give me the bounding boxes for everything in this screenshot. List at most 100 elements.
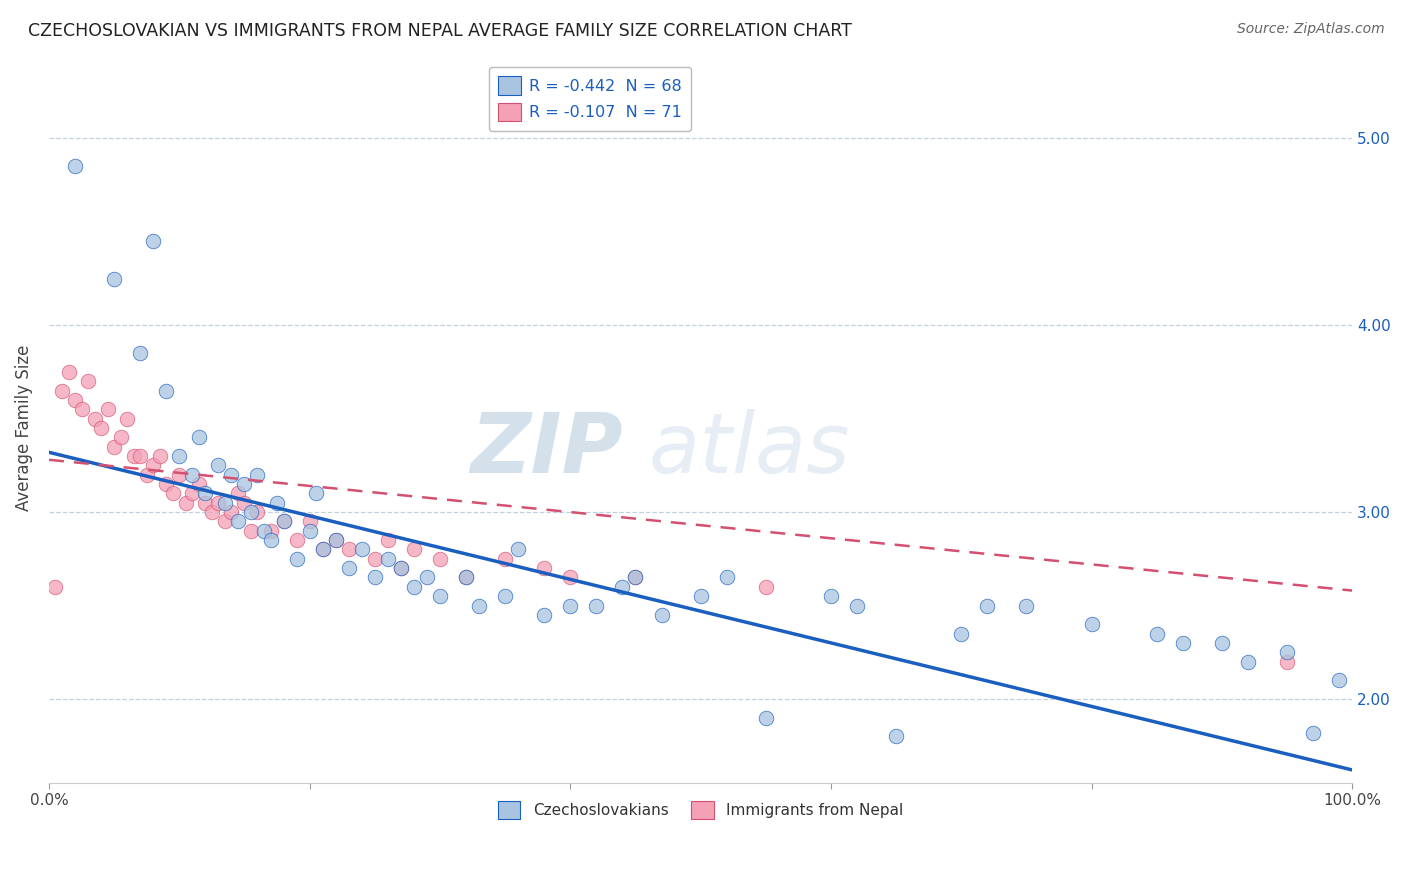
- Point: [364, 551, 387, 566]
- Point: [83, 411, 105, 425]
- Point: [1302, 725, 1324, 739]
- Point: [416, 570, 439, 584]
- Point: [194, 486, 217, 500]
- Point: [169, 449, 191, 463]
- Point: [454, 570, 477, 584]
- Point: [337, 561, 360, 575]
- Point: [533, 561, 555, 575]
- Point: [187, 430, 209, 444]
- Point: [135, 467, 157, 482]
- Point: [325, 533, 347, 548]
- Point: [1275, 645, 1298, 659]
- Point: [70, 402, 93, 417]
- Point: [51, 384, 73, 398]
- Point: [1171, 636, 1194, 650]
- Point: [169, 467, 191, 482]
- Point: [110, 430, 132, 444]
- Point: [122, 449, 145, 463]
- Point: [1237, 655, 1260, 669]
- Point: [233, 477, 256, 491]
- Point: [63, 392, 86, 407]
- Text: CZECHOSLOVAKIAN VS IMMIGRANTS FROM NEPAL AVERAGE FAMILY SIZE CORRELATION CHART: CZECHOSLOVAKIAN VS IMMIGRANTS FROM NEPAL…: [28, 22, 852, 40]
- Point: [377, 533, 399, 548]
- Point: [820, 589, 842, 603]
- Point: [226, 486, 249, 500]
- Point: [429, 551, 451, 566]
- Point: [240, 524, 263, 538]
- Point: [612, 580, 634, 594]
- Point: [246, 505, 269, 519]
- Point: [311, 542, 333, 557]
- Point: [259, 533, 281, 548]
- Point: [716, 570, 738, 584]
- Point: [1080, 617, 1102, 632]
- Point: [350, 542, 373, 557]
- Point: [266, 496, 288, 510]
- Point: [142, 234, 165, 248]
- Text: Source: ZipAtlas.com: Source: ZipAtlas.com: [1237, 22, 1385, 37]
- Point: [494, 589, 516, 603]
- Point: [624, 570, 647, 584]
- Point: [508, 542, 530, 557]
- Point: [305, 486, 328, 500]
- Text: atlas: atlas: [648, 409, 851, 490]
- Point: [207, 458, 229, 473]
- Text: ZIP: ZIP: [470, 409, 623, 490]
- Point: [103, 440, 125, 454]
- Point: [221, 505, 243, 519]
- Point: [181, 467, 204, 482]
- Point: [389, 561, 412, 575]
- Point: [1146, 626, 1168, 640]
- Point: [1275, 655, 1298, 669]
- Y-axis label: Average Family Size: Average Family Size: [15, 345, 32, 511]
- Point: [253, 524, 276, 538]
- Legend: Czechoslovakians, Immigrants from Nepal: Czechoslovakians, Immigrants from Nepal: [492, 796, 910, 825]
- Point: [214, 496, 236, 510]
- Point: [194, 496, 217, 510]
- Point: [246, 467, 269, 482]
- Point: [77, 374, 100, 388]
- Point: [402, 580, 425, 594]
- Point: [63, 160, 86, 174]
- Point: [187, 477, 209, 491]
- Point: [689, 589, 711, 603]
- Point: [214, 515, 236, 529]
- Point: [149, 449, 172, 463]
- Point: [846, 599, 869, 613]
- Point: [560, 570, 582, 584]
- Point: [298, 524, 321, 538]
- Point: [207, 496, 229, 510]
- Point: [1329, 673, 1351, 688]
- Point: [884, 729, 907, 743]
- Point: [325, 533, 347, 548]
- Point: [97, 402, 120, 417]
- Point: [311, 542, 333, 557]
- Point: [976, 599, 998, 613]
- Point: [585, 599, 607, 613]
- Point: [201, 505, 224, 519]
- Point: [533, 607, 555, 622]
- Point: [273, 515, 295, 529]
- Point: [221, 467, 243, 482]
- Point: [240, 505, 263, 519]
- Point: [624, 570, 647, 584]
- Point: [298, 515, 321, 529]
- Point: [755, 580, 778, 594]
- Point: [755, 711, 778, 725]
- Point: [402, 542, 425, 557]
- Point: [364, 570, 387, 584]
- Point: [454, 570, 477, 584]
- Point: [129, 346, 152, 360]
- Point: [273, 515, 295, 529]
- Point: [560, 599, 582, 613]
- Point: [1015, 599, 1038, 613]
- Point: [103, 271, 125, 285]
- Point: [129, 449, 152, 463]
- Point: [468, 599, 491, 613]
- Point: [950, 626, 973, 640]
- Point: [155, 477, 177, 491]
- Point: [162, 486, 184, 500]
- Point: [285, 551, 308, 566]
- Point: [181, 486, 204, 500]
- Point: [58, 365, 80, 379]
